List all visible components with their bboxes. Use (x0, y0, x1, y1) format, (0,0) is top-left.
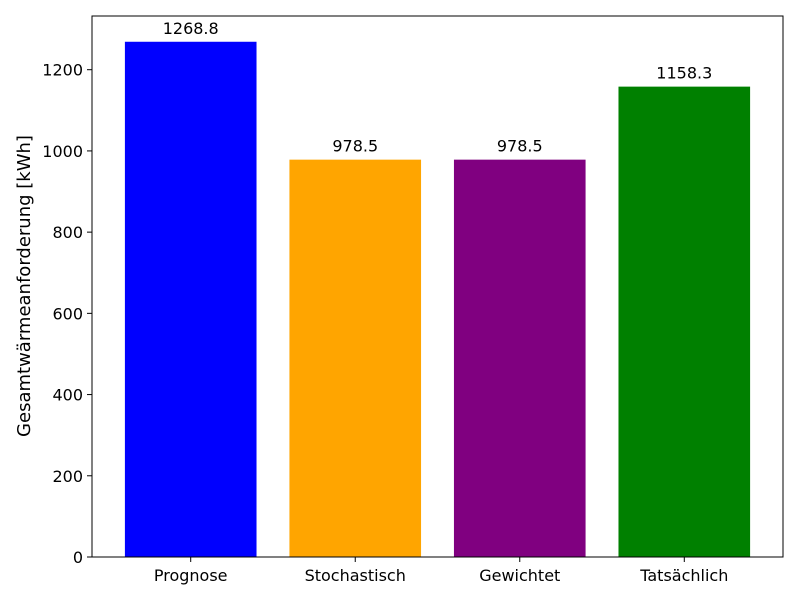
data-labels-group: 1268.8 978.5 978.5 1158.3 (163, 19, 713, 156)
bar-1 (124, 41, 257, 557)
bar-4 (618, 86, 751, 557)
y-tick-label-600: 600 (52, 304, 83, 323)
y-tick-label-200: 200 (52, 467, 83, 486)
x-axis-ticks: Prognose Stochastisch Gewichtet Tatsächlich (154, 557, 728, 585)
y-tick-label-400: 400 (52, 386, 83, 405)
y-axis-label: Gesamtwärmeanforderung [kWh] (14, 135, 35, 437)
bars-group (124, 41, 751, 557)
plot-frame (91, 15, 784, 558)
y-tick-label-800: 800 (52, 223, 83, 242)
y-tick-label-1000: 1000 (42, 142, 83, 161)
data-label-2: 978.5 (332, 137, 378, 156)
x-tick-label-2: Stochastisch (305, 566, 406, 585)
y-tick-label-1200: 1200 (42, 61, 83, 80)
data-label-3: 978.5 (497, 137, 543, 156)
data-label-4: 1158.3 (656, 64, 712, 83)
x-tick-label-1: Prognose (154, 566, 228, 585)
data-label-1: 1268.8 (163, 19, 219, 38)
x-tick-label-3: Gewichtet (479, 566, 560, 585)
y-tick-label-0: 0 (73, 548, 83, 567)
bar-2 (289, 159, 422, 557)
y-axis-ticks: 0 200 400 600 800 1000 1200 (42, 61, 92, 567)
x-tick-label-4: Tatsächlich (639, 566, 728, 585)
bar-3 (453, 159, 586, 557)
